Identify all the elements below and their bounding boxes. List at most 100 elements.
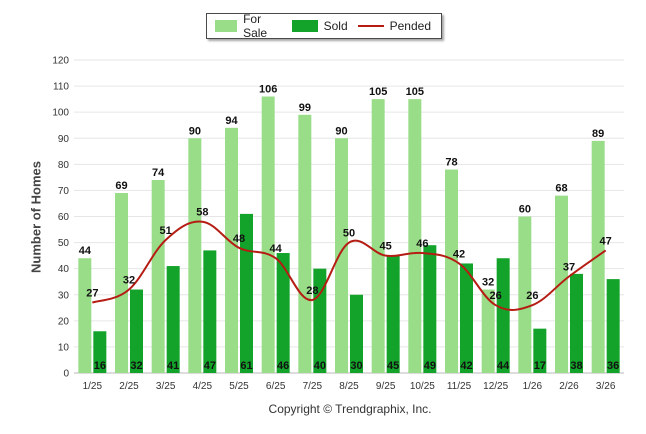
data-label-sold: 49: [424, 360, 436, 372]
data-label-for-sale: 94: [225, 115, 238, 127]
data-label-sold: 40: [314, 360, 326, 372]
y-tick-label: 90: [58, 134, 70, 145]
bar-for-sale[interactable]: [115, 193, 128, 373]
bar-sold[interactable]: [496, 258, 510, 373]
data-label-sold: 16: [94, 360, 106, 372]
data-label-sold: 41: [167, 360, 179, 372]
data-label-sold: 46: [277, 360, 289, 372]
data-label-for-sale: 74: [152, 167, 165, 179]
bar-for-sale[interactable]: [78, 258, 92, 373]
data-label-pended: 44: [270, 243, 283, 255]
bar-sold[interactable]: [93, 331, 107, 373]
bar-for-sale[interactable]: [445, 169, 458, 373]
y-tick-label: 30: [58, 290, 70, 301]
copyright-text: Copyright © Trendgraphix, Inc.: [268, 402, 432, 416]
bar-for-sale[interactable]: [371, 99, 385, 373]
legend-item-pended[interactable]: Pended: [357, 19, 431, 33]
data-label-pended: 32: [123, 275, 135, 287]
data-label-sold: 47: [204, 360, 216, 372]
bar-sold[interactable]: [166, 266, 180, 373]
x-tick-label: 8/25: [339, 381, 359, 392]
bar-for-sale[interactable]: [298, 114, 312, 374]
data-label-pended: 48: [233, 233, 245, 245]
data-label-for-sale: 99: [299, 102, 311, 114]
data-label-pended: 26: [526, 290, 538, 302]
y-tick-label: 80: [58, 160, 70, 171]
x-axis-ticks: 1/25 2/25 3/25 4/25 5/25 6/25 7/25 8/25 9/25 10/2…: [83, 381, 616, 392]
data-label-for-sale: 90: [189, 125, 201, 137]
bar-sold[interactable]: [533, 328, 547, 373]
data-label-pended: 27: [86, 288, 98, 300]
legend-item-sold[interactable]: Sold: [291, 19, 348, 33]
bar-for-sale[interactable]: [151, 179, 165, 373]
data-label-for-sale: 60: [519, 204, 531, 216]
bar-for-sale[interactable]: [188, 138, 202, 373]
data-label-for-sale: 89: [592, 128, 604, 140]
x-tick-label: 9/25: [376, 381, 396, 392]
bar-sold[interactable]: [130, 289, 143, 373]
bar-for-sale[interactable]: [408, 99, 422, 373]
bar-sold[interactable]: [606, 279, 620, 373]
x-tick-label: 1/25: [83, 381, 103, 392]
data-label-sold: 17: [534, 360, 546, 372]
data-label-pended: 26: [490, 290, 502, 302]
data-label-pended: 58: [196, 207, 208, 219]
bar-sold[interactable]: [570, 273, 583, 373]
y-tick-label: 50: [58, 238, 70, 249]
data-label-sold: 30: [350, 360, 362, 372]
bar-for-sale[interactable]: [225, 127, 238, 373]
data-label-for-sale: 44: [79, 245, 92, 257]
y-tick-label: 110: [53, 82, 69, 93]
y-tick-label: 120: [52, 56, 69, 67]
bar-sold[interactable]: [313, 268, 327, 373]
bar-for-sale[interactable]: [591, 140, 605, 373]
data-label-for-sale: 90: [335, 125, 347, 137]
legend: For Sale Sold Pended: [206, 12, 442, 40]
data-label-pended: 51: [160, 225, 172, 237]
data-label-sold: 36: [607, 360, 619, 372]
data-label-sold: 44: [497, 360, 510, 372]
data-label-pended: 50: [343, 228, 355, 240]
y-tick-label: 20: [58, 316, 70, 327]
bar-for-sale[interactable]: [261, 96, 275, 374]
data-label-for-sale: 78: [445, 157, 457, 169]
x-tick-label: 1/26: [523, 381, 543, 392]
bar-for-sale[interactable]: [481, 289, 495, 373]
y-tick-label: 0: [63, 369, 69, 380]
x-tick-label: 3/25: [156, 381, 176, 392]
data-label-for-sale: 32: [482, 277, 494, 289]
data-label-sold: 42: [460, 360, 472, 372]
data-label-for-sale: 68: [555, 183, 567, 195]
x-tick-label: 7/25: [303, 381, 323, 392]
data-label-for-sale: 105: [369, 86, 387, 98]
bar-sold[interactable]: [350, 294, 363, 373]
legend-item-for-sale[interactable]: For Sale: [215, 12, 282, 40]
bar-sold[interactable]: [240, 213, 253, 373]
bar-for-sale[interactable]: [518, 216, 532, 374]
x-tick-label: 11/25: [447, 381, 472, 392]
bar-for-sale[interactable]: [335, 138, 348, 373]
data-labels: 44 16 27 69 32 32 74 41 51 90 47 58 94 61 48 106 46 44 99 4…: [79, 84, 620, 372]
bar-sold[interactable]: [423, 245, 437, 373]
data-label-pended: 45: [380, 241, 392, 253]
legend-swatch-sold: [291, 20, 318, 32]
y-tick-label: 40: [58, 264, 70, 275]
legend-label-sold: Sold: [323, 19, 348, 33]
x-tick-label: 12/25: [483, 381, 508, 392]
data-label-pended: 42: [453, 248, 465, 260]
data-label-sold: 32: [130, 360, 142, 372]
legend-label-pended: Pended: [389, 19, 431, 33]
series-line-pended[interactable]: [91, 220, 607, 311]
bar-sold[interactable]: [276, 253, 290, 373]
y-axis-label: Number of Homes: [28, 161, 44, 273]
bar-sold[interactable]: [203, 250, 217, 373]
data-label-for-sale: 69: [115, 180, 127, 192]
bar-for-sale[interactable]: [555, 195, 568, 373]
data-label-pended: 28: [306, 285, 318, 297]
y-axis-ticks: 0 10 20 30 40 50 60 70 80 90 100 110 120: [52, 56, 69, 380]
legend-swatch-for-sale: [215, 20, 238, 32]
bar-sold[interactable]: [460, 263, 473, 373]
legend-label-for-sale: For Sale: [243, 12, 268, 40]
bar-sold[interactable]: [386, 255, 400, 373]
